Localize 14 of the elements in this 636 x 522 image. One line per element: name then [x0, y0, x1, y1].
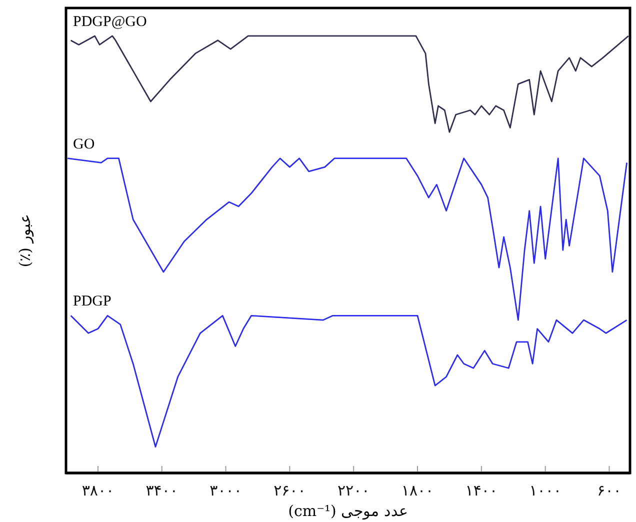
x-tick-label: ۳۸۰۰: [82, 482, 114, 500]
x-tick-label: ۳۰۰۰: [210, 482, 242, 500]
series-label: GO: [73, 136, 95, 152]
x-tick-label: ۱۸۰۰: [401, 482, 434, 500]
series-label: PDGP: [73, 294, 112, 310]
x-tick-label: ۲۲۰۰: [337, 482, 370, 500]
x-tick-label: ۱۰۰۰: [529, 482, 562, 500]
x-tick-label: ۲۶۰۰: [274, 482, 306, 500]
x-tick-label: ۶۰۰: [597, 482, 622, 500]
x-tick-label: ۳۴۰۰: [146, 482, 178, 500]
x-axis-title: عدد موجی (cm⁻¹): [288, 502, 408, 520]
series-label: PDGP@GO: [73, 14, 147, 30]
x-tick-label: ۱۴۰۰: [465, 482, 498, 500]
y-axis-title: عبور (٪): [16, 214, 34, 268]
